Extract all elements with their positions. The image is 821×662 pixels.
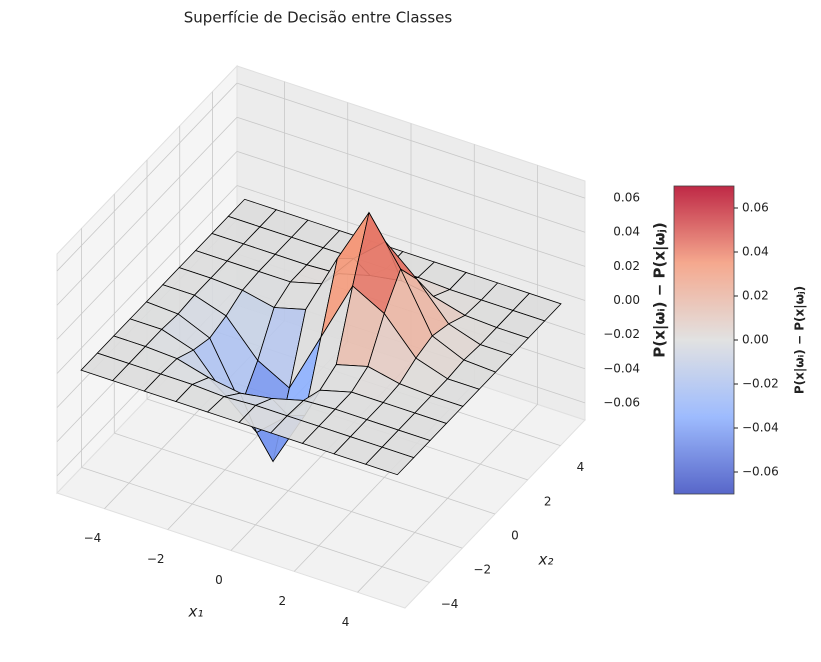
y-tick-label: 4 <box>577 460 585 474</box>
z-tick-label: −0.04 <box>603 361 640 375</box>
z-tick-label: 0.04 <box>613 225 640 239</box>
x-tick-label: −4 <box>84 531 102 545</box>
y-tick-label: −4 <box>441 597 459 611</box>
colorbar-label: P(x|ωᵢ) − P(x|ωⱼ) <box>793 286 807 394</box>
colorbar-tick-label: 0.04 <box>742 245 769 259</box>
y-tick-label: 0 <box>511 529 519 543</box>
y-tick-label: −2 <box>473 563 491 577</box>
grid-line <box>81 466 430 583</box>
grid-line <box>236 185 586 301</box>
colorbar-tick-label: −0.02 <box>742 377 779 391</box>
z-tick-label: −0.02 <box>603 327 640 341</box>
colorbar <box>673 185 735 495</box>
colorbar-tick-label: 0.00 <box>742 333 769 347</box>
x-tick-label: 4 <box>342 615 350 629</box>
z-tick-label: −0.06 <box>603 395 640 409</box>
z-tick-label: 0.00 <box>613 293 640 307</box>
chart-title: Superfície de Decisão entre Classes <box>184 9 453 27</box>
y-tick-label: 2 <box>544 494 552 508</box>
grid-line <box>114 432 463 549</box>
colorbar-tick-label: 0.06 <box>742 201 769 215</box>
x-tick-label: −2 <box>147 552 165 566</box>
grid-line <box>236 116 586 233</box>
colorbar-tick-label: 0.02 <box>742 289 769 303</box>
grid-line <box>56 116 238 306</box>
surface-patch <box>365 446 415 476</box>
z-tick-label: 0.06 <box>613 191 640 205</box>
grid-line <box>236 150 586 267</box>
z-axis-label: P(x|ωᵢ) − P(x|ωⱼ) <box>651 222 670 357</box>
grid-line <box>146 398 496 515</box>
colorbar-tick-label: −0.04 <box>742 421 779 435</box>
x-tick-label: 0 <box>215 573 223 587</box>
colorbar-tick-label: −0.06 <box>742 465 779 479</box>
z-tick-label: 0.02 <box>613 259 640 273</box>
x-tick-label: 2 <box>278 594 286 608</box>
grid-line <box>236 82 586 199</box>
y-axis-label: x₂ <box>538 551 554 569</box>
grid-line <box>56 151 238 340</box>
grid-line <box>56 185 238 374</box>
x-axis-label: x₁ <box>188 603 204 621</box>
grid-line <box>56 82 238 272</box>
